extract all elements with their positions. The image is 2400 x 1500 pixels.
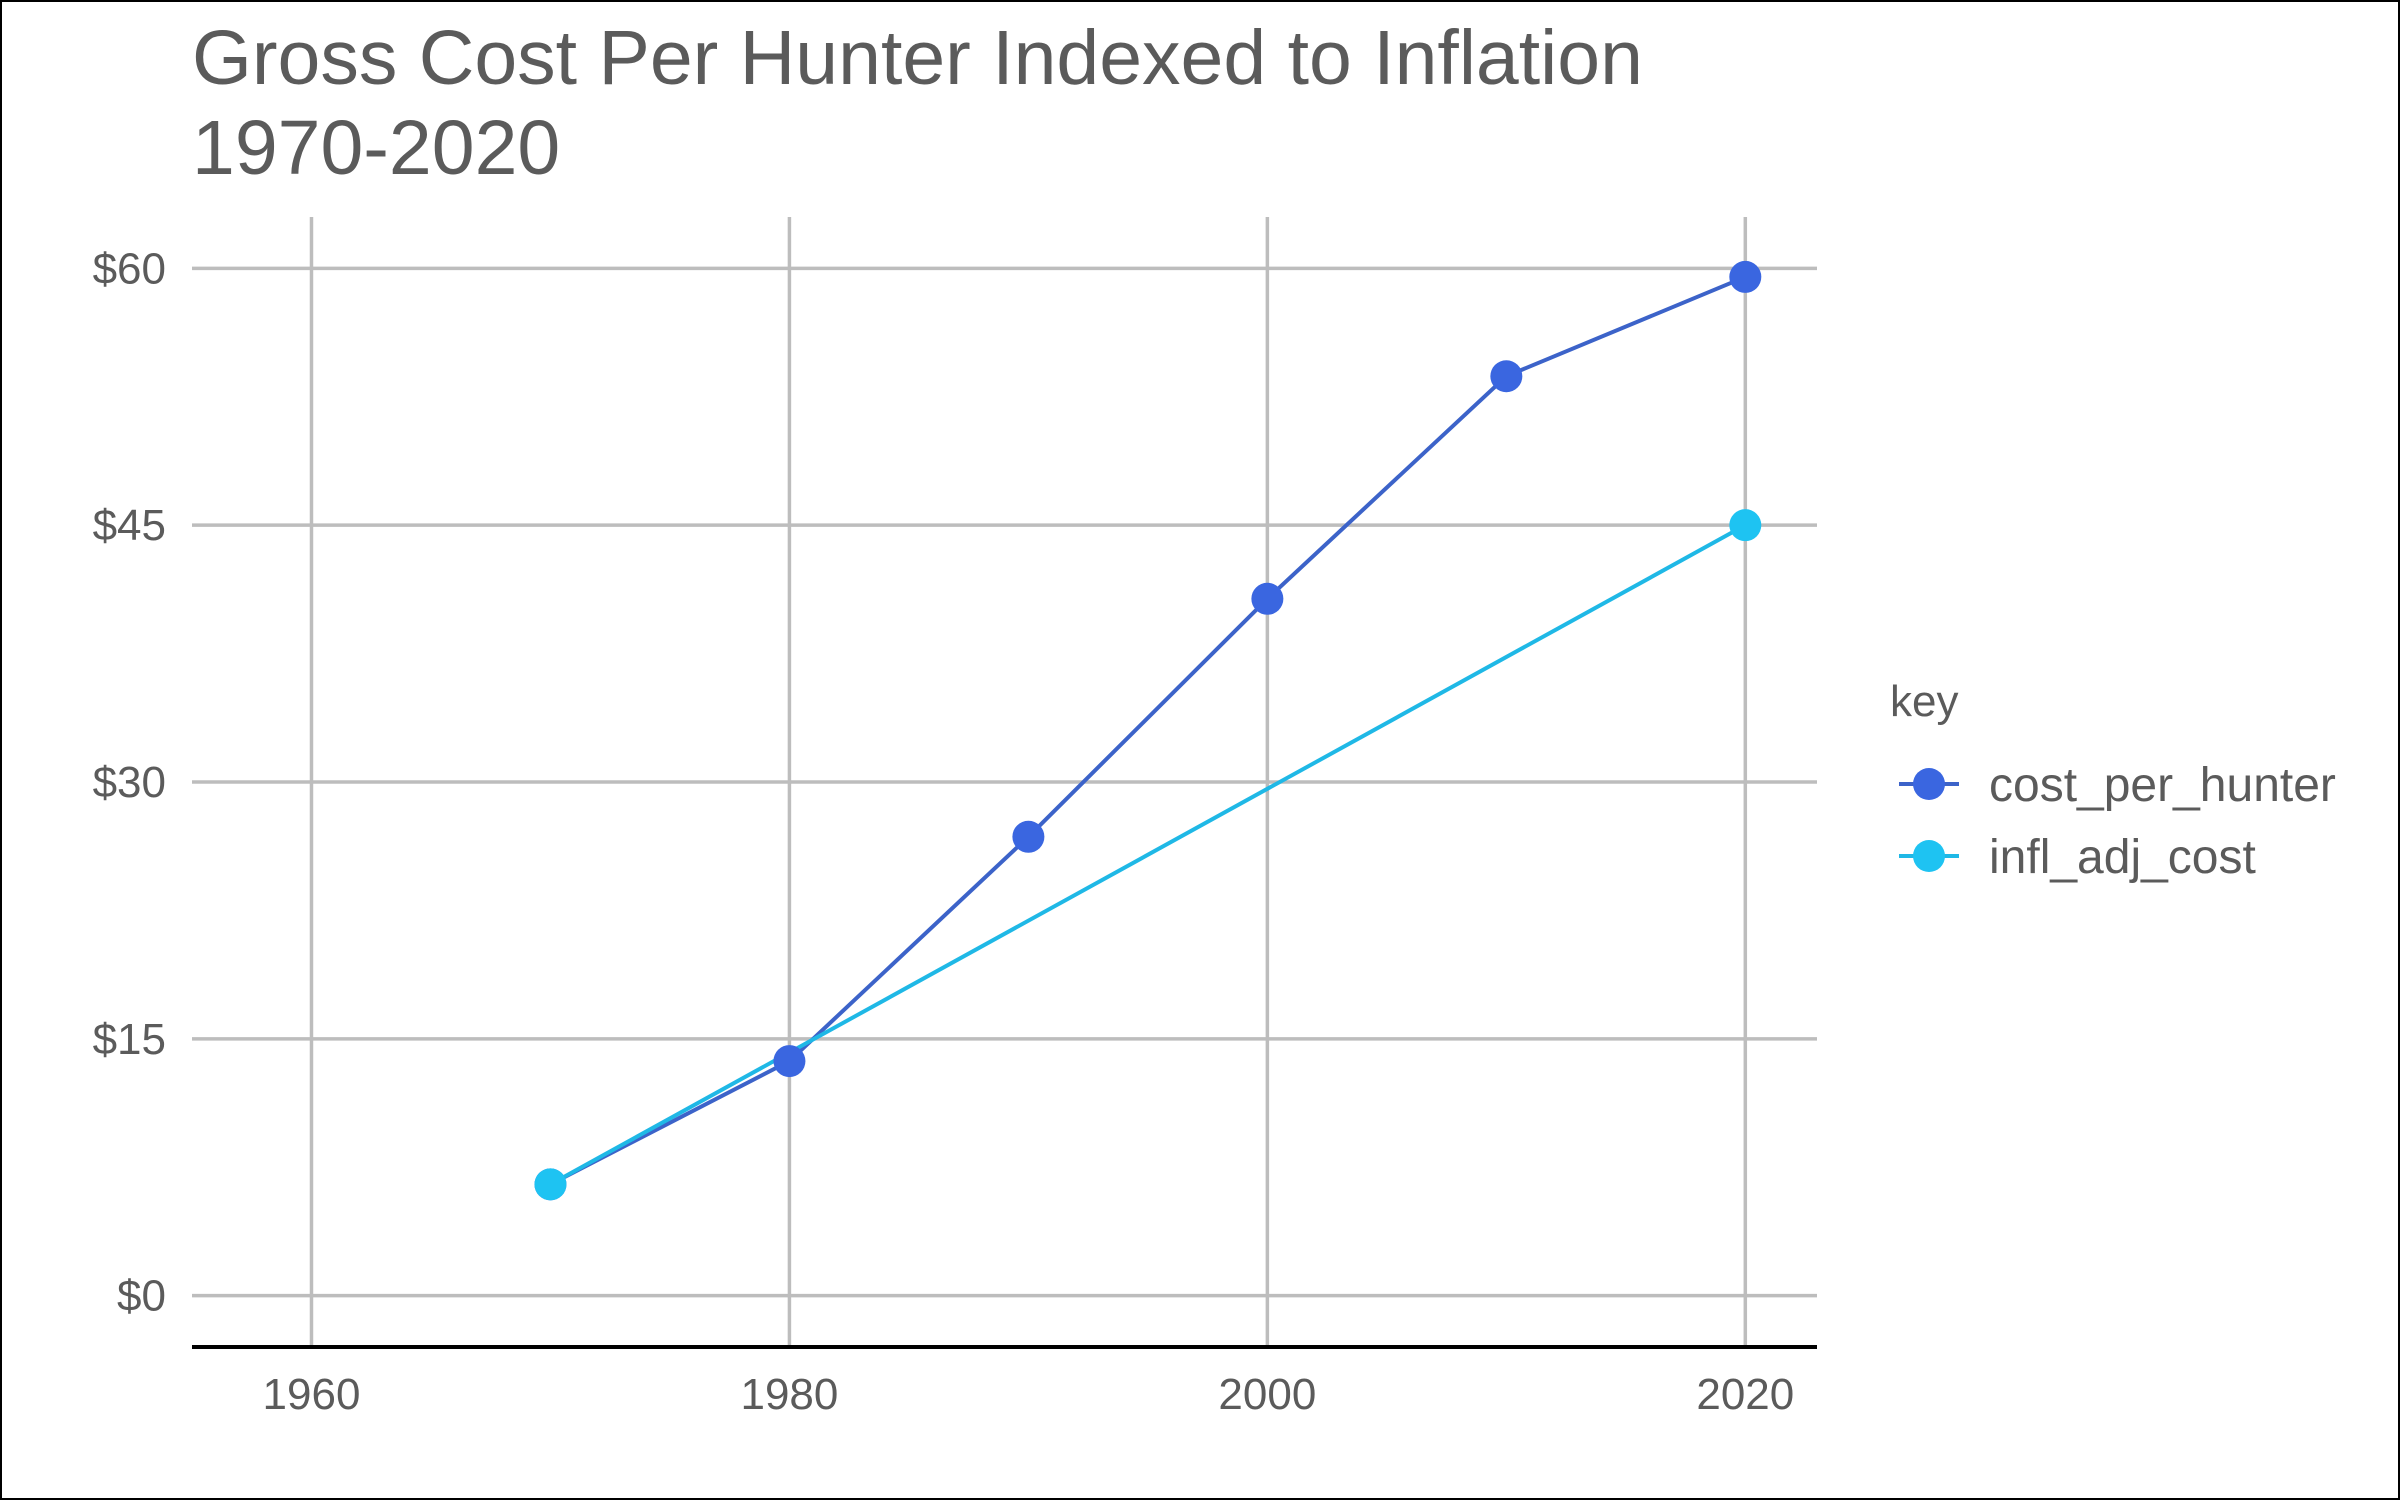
legend-label: infl_adj_cost [1989,831,2256,884]
y-tick-label: $15 [93,1015,166,1064]
chart-title-line-2: 1970-2020 [192,105,560,191]
data-point-cost_per_hunter [773,1045,806,1078]
x-tick-labels: 1960 1980 2000 2020 [263,1370,1795,1419]
x-tick-label: 2020 [1696,1370,1794,1419]
chart-title-line-1: Gross Cost Per Hunter Indexed to Inflati… [192,15,1643,101]
legend: key cost_per_hunter infl_adj_cost [1890,677,2336,884]
series-line-infl_adj_cost [549,523,1747,1187]
y-tick-label: $30 [93,758,166,807]
legend-key-marker [1913,840,1945,872]
data-point-infl_adj_cost [534,1168,567,1201]
legend-label: cost_per_hunter [1989,759,2336,812]
gridlines [192,217,1817,1347]
data-point-cost_per_hunter [1012,820,1045,853]
y-tick-labels: $0 $15 $30 $45 $60 [93,244,166,1320]
data-point-infl_adj_cost [1729,509,1762,542]
legend-key-marker [1913,768,1945,800]
data-point-cost_per_hunter [1729,260,1762,293]
x-tick-label: 1960 [263,1370,361,1419]
y-tick-label: $45 [93,501,166,550]
series-line-cost_per_hunter [549,275,1747,1187]
y-tick-label: $0 [117,1272,166,1321]
data-point-cost_per_hunter [1490,360,1523,393]
data-point-cost_per_hunter [1251,582,1284,615]
y-tick-label: $60 [93,244,166,293]
series-layer [534,260,1762,1201]
x-tick-label: 2000 [1218,1370,1316,1419]
x-tick-label: 1980 [740,1370,838,1419]
legend-title: key [1890,677,1958,726]
